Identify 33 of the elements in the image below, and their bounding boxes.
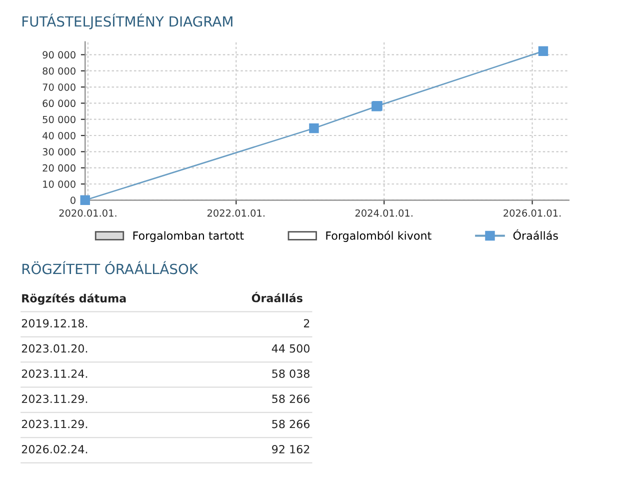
text: Rögzítés dátuma xyxy=(22,293,126,305)
text: 2023.11.24. xyxy=(22,369,88,378)
text: 2023.11.29. xyxy=(22,420,88,428)
text: 2026.02.24. xyxy=(22,444,88,454)
y-tick-label: 90 000 xyxy=(42,51,76,59)
text: 2 xyxy=(304,319,310,328)
legend-label: Forgalomból kivont xyxy=(326,230,432,242)
text: 92 162 xyxy=(272,444,310,454)
text: Óraállás xyxy=(252,292,302,302)
y-tick-label: 20 000 xyxy=(42,164,76,172)
y-tick-label: 60 000 xyxy=(42,100,76,108)
legend-label: Óraállás xyxy=(513,229,558,240)
y-tick-label: 30 000 xyxy=(42,148,76,156)
y-tick-label: 0 xyxy=(70,196,76,204)
legend-label: Forgalomban tartott xyxy=(133,231,244,242)
text: 58 038 xyxy=(272,369,310,378)
x-tick-label: 2020.01.01. xyxy=(59,209,116,217)
y-tick-label: 70 000 xyxy=(42,83,76,91)
x-tick-label: 2024.01.01. xyxy=(355,209,412,217)
x-tick-label: 2026.01.01. xyxy=(504,209,561,217)
x-tick-label: 2022.01.01. xyxy=(207,209,264,217)
y-tick-label: 40 000 xyxy=(42,132,76,140)
y-tick-label: 10 000 xyxy=(43,180,76,188)
text: 58 266 xyxy=(272,394,310,404)
text: 2023.01.20. xyxy=(22,344,88,353)
text: RÖGZÍTETT ÓRAÁLLÁSOK xyxy=(22,261,198,274)
text: 2019.12.18. xyxy=(22,319,88,328)
chart-title: FUTÁSTELJESÍTMÉNY DIAGRAM xyxy=(22,14,232,30)
text: 2023.11.29. xyxy=(22,394,88,404)
text: 58 266 xyxy=(272,420,310,428)
y-tick-label: 80 000 xyxy=(42,67,76,75)
text: 44 500 xyxy=(272,344,310,353)
y-tick-label: 50 000 xyxy=(42,116,76,124)
